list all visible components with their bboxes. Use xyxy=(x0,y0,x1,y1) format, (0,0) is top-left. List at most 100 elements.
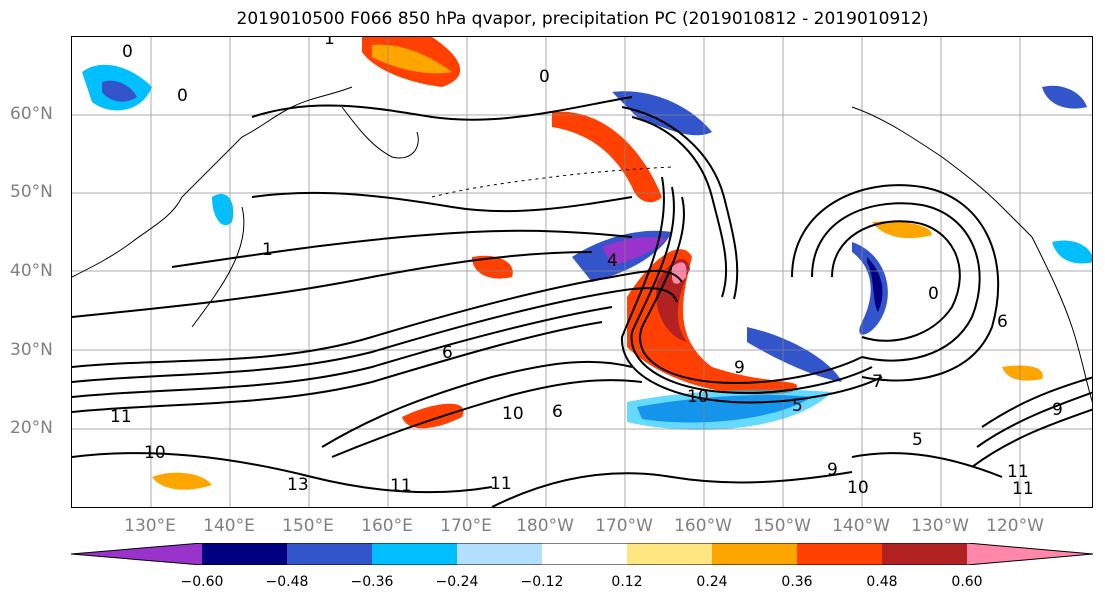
contour-trough-2 xyxy=(630,186,873,394)
shade-orange-west xyxy=(472,255,513,279)
colorbar-tick-label: 0.24 xyxy=(696,574,728,590)
colorbar-swatch xyxy=(287,543,372,565)
contour-south-1 xyxy=(72,452,493,494)
lon-label: 160°W xyxy=(674,516,732,536)
lon-label: 150°E xyxy=(282,516,334,536)
contour-cutoff-1 xyxy=(831,220,961,342)
contour-label: 9 xyxy=(734,358,745,378)
contour-labels: 0 1 0 0 1 0 6 4 9 10 5 7 6 11 10 13 11 9… xyxy=(110,37,1063,499)
contour-trough-3 xyxy=(620,176,883,404)
shade-orange-east2 xyxy=(1002,365,1043,381)
contour-label: 6 xyxy=(442,343,453,363)
shade-blue-east-arc xyxy=(852,242,888,335)
contour-label: 10 xyxy=(502,404,524,424)
lat-label: 40°N xyxy=(10,261,53,281)
shade-cyan-south xyxy=(627,389,832,430)
contour-jet-5 xyxy=(321,360,633,448)
contour-north-2 xyxy=(251,191,633,213)
lon-label: 140°E xyxy=(203,516,255,536)
contour-jet-6 xyxy=(331,379,643,458)
shade-orange-west2 xyxy=(402,403,464,429)
contour-label: 0 xyxy=(928,284,939,304)
coast-aleutians xyxy=(431,166,673,198)
colorbar-swatch xyxy=(627,543,712,565)
contour-layer xyxy=(72,96,1092,507)
colorbar-tick-label: −0.12 xyxy=(520,574,564,590)
colorbar-swatch xyxy=(542,543,627,565)
lat-label: 50°N xyxy=(10,182,53,202)
contour-east-3 xyxy=(971,408,1092,468)
lon-label: 170°E xyxy=(440,516,492,536)
colorbar-extend-left xyxy=(71,543,202,565)
contour-se-1 xyxy=(851,452,1003,478)
shade-blue-jp xyxy=(212,193,234,226)
contour-label: 11 xyxy=(1012,479,1034,499)
contour-label: 10 xyxy=(847,478,869,498)
contour-label: 11 xyxy=(1007,462,1029,482)
contour-trough-1 xyxy=(639,196,863,384)
colorbar-extend-right xyxy=(967,543,1093,565)
colorbar-tick-label: 0.48 xyxy=(866,574,898,590)
contour-label: 0 xyxy=(539,67,550,87)
lat-label: 30°N xyxy=(10,340,53,360)
contour-cutoff-3 xyxy=(791,184,1000,382)
lon-label: 180°W xyxy=(516,516,574,536)
lon-label: 130°E xyxy=(124,516,176,536)
lat-label: 60°N xyxy=(10,104,53,124)
contour-label: 11 xyxy=(490,474,512,494)
colorbar-tick-label: −0.48 xyxy=(265,574,309,590)
shade-blue-arc xyxy=(612,91,712,136)
colorbar-swatch xyxy=(202,543,287,565)
contour-mid-2 xyxy=(171,229,633,268)
colorbar-swatch xyxy=(457,543,542,565)
contour-east-1 xyxy=(981,376,1092,428)
lon-label: 160°E xyxy=(361,516,413,536)
shade-blue-ne xyxy=(1042,85,1087,109)
colorbar-tick-label: −0.36 xyxy=(350,574,394,590)
shade-red-arc xyxy=(552,111,662,203)
map-panel: 0 1 0 0 1 0 6 4 9 10 5 7 6 11 10 13 11 9… xyxy=(71,36,1093,508)
coastlines xyxy=(72,86,1092,403)
colorbar-swatch xyxy=(797,543,882,565)
contour-label: 7 xyxy=(872,372,883,392)
shade-orange-east xyxy=(872,221,932,239)
lon-label: 150°W xyxy=(753,516,811,536)
shade-orange-top xyxy=(372,44,452,74)
coast-kamchatka xyxy=(341,106,419,159)
colorbar-tick-label: 0.60 xyxy=(951,574,983,590)
lat-label: 20°N xyxy=(10,418,53,438)
lon-label: 140°W xyxy=(832,516,890,536)
contour-cutoff-2 xyxy=(811,202,981,362)
lon-label: 130°W xyxy=(911,516,969,536)
shade-blue-mid xyxy=(747,327,842,382)
contour-jet-1 xyxy=(72,269,683,368)
colorbar-tick-label: 0.12 xyxy=(611,574,643,590)
contour-label: 0 xyxy=(122,42,133,62)
contour-label: 11 xyxy=(110,407,132,427)
colorbar-tick-label: 0.36 xyxy=(781,574,813,590)
contour-arc-2 xyxy=(621,106,739,300)
coast-japan xyxy=(191,206,245,328)
contour-label: 5 xyxy=(912,430,923,450)
contour-label: 11 xyxy=(390,476,412,496)
contour-label: 6 xyxy=(552,402,563,422)
contour-north-1 xyxy=(251,96,633,121)
contour-label: 5 xyxy=(792,396,803,416)
shade-pink-core xyxy=(672,262,687,284)
coast-asia xyxy=(72,86,353,278)
colorbar-swatch xyxy=(882,543,967,565)
coast-alaska xyxy=(851,106,1033,238)
contour-label: 10 xyxy=(144,443,166,463)
coast-namerica xyxy=(1031,236,1092,403)
contour-jet-4 xyxy=(72,321,603,413)
contour-label: 13 xyxy=(287,475,309,495)
contour-east-2 xyxy=(976,391,1092,448)
map-canvas: 0 1 0 0 1 0 6 4 9 10 5 7 6 11 10 13 11 9… xyxy=(72,37,1092,507)
colorbar xyxy=(71,543,1093,565)
figure-title: 2019010500 F066 850 hPa qvapor, precipit… xyxy=(236,9,929,29)
shade-blue-ne2 xyxy=(1052,240,1092,264)
lon-label: 170°W xyxy=(595,516,653,536)
shade-orange-sw xyxy=(152,472,212,490)
contour-jet-2 xyxy=(72,287,678,383)
contour-jet-3 xyxy=(72,306,613,398)
